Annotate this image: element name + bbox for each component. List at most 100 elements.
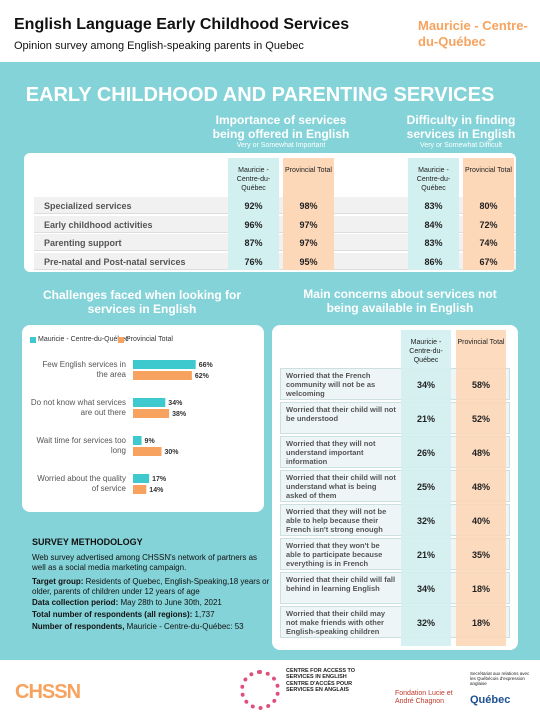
value-label: 66% [199, 362, 214, 369]
region: Mauricie - Centre-du-Québec [418, 18, 528, 49]
value-label: 17% [152, 476, 167, 483]
quebec: Québec [470, 694, 511, 706]
method-text: Residents of Quebec, English-Speaking,18… [32, 577, 270, 596]
cell: 52% [471, 414, 490, 424]
row-label: Worried that the French community will n… [286, 371, 376, 398]
column [463, 158, 514, 270]
cell: 21% [416, 550, 435, 560]
method-intro: Web survey advertised among CHSSN's netw… [32, 553, 258, 572]
cell: 25% [416, 482, 435, 492]
cell: 32% [416, 516, 435, 526]
cell: 97% [299, 219, 318, 230]
bar [133, 447, 162, 456]
column-header: Mauricie - Centre-du-Québec [236, 167, 271, 192]
bar [133, 485, 147, 494]
cell: 58% [471, 380, 490, 390]
method-item: Total number of respondents (all regions… [32, 610, 272, 620]
cell: 86% [424, 256, 443, 267]
cell: 26% [416, 448, 435, 458]
value-label: 9% [145, 438, 156, 445]
cell: 72% [479, 219, 498, 230]
cell: 95% [299, 256, 318, 267]
method-item: Target group: Residents of Quebec, Engli… [32, 577, 272, 597]
method-text: Mauricie - Centre-du-Québec: 53 [124, 622, 244, 631]
column-header: Provincial Total [465, 167, 512, 174]
category-label: Worried about the quality of service [37, 474, 126, 493]
method-item: Number of respondents, Mauricie - Centre… [32, 622, 272, 632]
cell: 83% [424, 238, 443, 248]
cell: 48% [471, 448, 490, 458]
cell: 18% [471, 618, 490, 628]
value-label: 30% [165, 449, 180, 456]
row-label: Worried that their child will fall behin… [286, 575, 396, 593]
method-text: May 28th to June 30th, 2021 [118, 598, 222, 607]
bar [133, 436, 142, 445]
value-label: 38% [172, 411, 187, 418]
row-label: Parenting support [44, 238, 122, 248]
row-label: Worried that they won't be able to parti… [286, 541, 383, 568]
fondation: Fondation Lucie et André Chagnon [395, 690, 453, 705]
legend-label: Mauricie - Centre-du-Québec [38, 336, 129, 343]
cell: 21% [416, 414, 435, 424]
legend-label: Provincial Total [126, 336, 173, 343]
secretariat: Secrétariat aux relations avec les Québé… [470, 671, 530, 686]
category-label: Few English services in the area [42, 360, 126, 379]
method-title: SURVEY METHODOLOGY [32, 537, 143, 547]
column-header: Mauricie - Centre-du-Québec [416, 167, 451, 192]
column [401, 330, 451, 646]
title: English Language Early Childhood Service… [14, 16, 350, 33]
bar [133, 371, 192, 380]
cell: 83% [424, 201, 443, 211]
row-label: Pre-natal and Post-natal services [44, 256, 186, 267]
cell: 67% [479, 256, 498, 267]
cell: 97% [299, 238, 318, 248]
bar [133, 409, 170, 418]
legend-swatch [30, 337, 36, 343]
value-label: 14% [149, 487, 164, 494]
value-label: 62% [195, 373, 210, 380]
value-label: 34% [168, 400, 183, 407]
method-label: Target group: [32, 577, 84, 586]
method-text: 1,737 [192, 610, 215, 619]
chssn-logo: CHSSN [15, 681, 81, 703]
cell: 76% [244, 256, 263, 267]
row-label: Worried that their child may not make fr… [286, 609, 386, 636]
row-label: Worried that their child will not be und… [286, 405, 396, 423]
row-label: Worried that they will not be able to he… [286, 507, 387, 534]
cell: 87% [244, 238, 263, 248]
subtitle: Opinion survey among English-speaking pa… [14, 40, 304, 52]
casa-fr: CENTRE D'ACCÈS POUR SERVICES EN ANGLAIS [286, 681, 353, 693]
legend-swatch [118, 337, 124, 343]
category-label: Do not know what services are out there [30, 398, 126, 417]
bar [133, 360, 196, 369]
column [456, 330, 506, 646]
cell: 74% [479, 238, 498, 248]
method-label: Data collection period: [32, 598, 119, 607]
column [283, 158, 334, 270]
section-title: EARLY CHILDHOOD AND PARENTING SERVICES [25, 84, 495, 106]
column-header: Provincial Total [457, 339, 505, 346]
chart-title: Challenges faced when looking for servic… [42, 288, 242, 316]
row-label: Specialized services [44, 201, 132, 211]
cell: 48% [471, 482, 490, 492]
group-title: Difficulty in finding services in Englis… [406, 113, 516, 141]
cell: 32% [416, 618, 435, 628]
column-header: Provincial Total [285, 167, 332, 174]
column [408, 158, 459, 270]
cell: 40% [471, 516, 490, 526]
bar [133, 398, 166, 407]
method-label: Total number of respondents (all regions… [32, 610, 193, 619]
bar [133, 474, 150, 483]
cell: 96% [244, 219, 263, 230]
cell: 34% [416, 380, 435, 390]
group-title: Importance of services being offered in … [212, 113, 350, 141]
concerns-title: Main concerns about services not being a… [303, 287, 497, 315]
casa-en: CENTRE FOR ACCESS TO SERVICES IN ENGLISH [286, 668, 356, 680]
cell: 35% [471, 550, 490, 560]
cell: 80% [479, 201, 498, 211]
cell: 92% [244, 201, 263, 211]
row-label: Worried that they will not understand im… [286, 439, 376, 466]
cell: 98% [299, 201, 318, 211]
method-label: Number of respondents, [32, 622, 125, 631]
